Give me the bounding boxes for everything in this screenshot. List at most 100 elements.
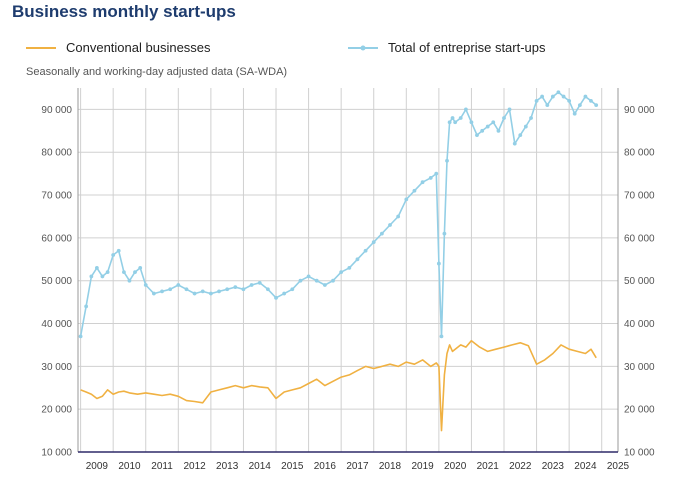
x-tick-label: 2025 bbox=[607, 461, 630, 472]
data-point-total bbox=[192, 291, 197, 296]
data-point-total bbox=[127, 278, 132, 283]
data-point-total bbox=[507, 107, 512, 112]
x-tick-label: 2014 bbox=[249, 461, 272, 472]
x-tick-label: 2017 bbox=[346, 461, 369, 472]
y-tick-label-left: 40 000 bbox=[41, 319, 72, 330]
legend-line-total-icon bbox=[348, 45, 378, 50]
data-point-total bbox=[577, 103, 582, 108]
data-point-total bbox=[314, 278, 319, 283]
y-tick-label-right: 90 000 bbox=[624, 105, 655, 116]
data-point-total bbox=[512, 141, 517, 146]
x-tick-label: 2009 bbox=[86, 461, 109, 472]
data-point-total bbox=[176, 283, 181, 287]
data-point-total bbox=[94, 265, 99, 270]
data-point-total bbox=[567, 98, 572, 103]
data-point-total bbox=[428, 176, 433, 180]
data-point-total bbox=[396, 214, 401, 219]
data-point-total bbox=[290, 287, 295, 292]
data-point-total bbox=[116, 248, 121, 253]
data-point-total bbox=[502, 116, 506, 120]
y-tick-label-right: 60 000 bbox=[624, 233, 655, 244]
data-point-total bbox=[282, 291, 287, 296]
x-tick-label: 2010 bbox=[118, 461, 141, 472]
legend-label-conventional: Conventional businesses bbox=[66, 40, 211, 55]
y-tick-label-left: 60 000 bbox=[41, 233, 72, 244]
data-point-total bbox=[442, 231, 447, 236]
series-line-total bbox=[79, 91, 597, 338]
x-tick-label: 2011 bbox=[151, 461, 173, 472]
data-point-total bbox=[447, 120, 452, 125]
data-point-total bbox=[122, 270, 126, 275]
y-tick-label-right: 10 000 bbox=[624, 448, 655, 459]
data-point-total bbox=[572, 111, 577, 116]
data-point-total bbox=[496, 128, 501, 133]
data-point-total bbox=[480, 128, 485, 133]
data-point-total bbox=[379, 231, 384, 236]
y-tick-label-left: 70 000 bbox=[41, 191, 72, 202]
y-tick-label-left: 30 000 bbox=[41, 362, 72, 373]
legend-item-conventional[interactable]: Conventional businesses bbox=[26, 40, 211, 55]
x-tick-label: 2012 bbox=[183, 461, 206, 472]
data-point-total bbox=[439, 334, 444, 339]
y-tick-label-left: 10 000 bbox=[41, 448, 72, 459]
legend-item-total[interactable]: Total of entreprise start-ups bbox=[348, 40, 546, 55]
data-point-total bbox=[339, 270, 344, 275]
y-tick-label-left: 20 000 bbox=[41, 405, 72, 416]
data-point-total bbox=[331, 278, 335, 283]
data-point-total bbox=[556, 90, 561, 95]
data-point-total bbox=[475, 133, 479, 138]
data-point-total bbox=[453, 120, 458, 125]
data-point-total bbox=[133, 270, 137, 275]
data-point-total bbox=[298, 278, 303, 283]
data-point-total bbox=[100, 274, 105, 279]
data-point-total bbox=[208, 291, 213, 296]
data-point-total bbox=[306, 274, 311, 279]
y-tick-label-left: 80 000 bbox=[41, 148, 72, 159]
data-point-total bbox=[105, 270, 110, 275]
x-tick-label: 2013 bbox=[216, 461, 239, 472]
data-point-total bbox=[84, 304, 89, 309]
data-point-total bbox=[491, 120, 496, 125]
data-point-total bbox=[550, 94, 555, 99]
x-tick-label: 2023 bbox=[542, 461, 565, 472]
data-point-total bbox=[434, 171, 439, 176]
x-tick-label: 2019 bbox=[411, 461, 434, 472]
x-tick-label: 2022 bbox=[509, 461, 532, 472]
data-point-total bbox=[523, 124, 528, 129]
data-point-total bbox=[241, 287, 246, 292]
data-point-total bbox=[469, 120, 474, 125]
x-tick-label: 2018 bbox=[379, 461, 402, 472]
data-point-total bbox=[249, 283, 254, 287]
data-point-total bbox=[529, 116, 533, 120]
data-point-total bbox=[217, 289, 221, 294]
data-point-total bbox=[274, 295, 278, 300]
data-point-total bbox=[265, 287, 270, 292]
legend-line-conventional-icon bbox=[26, 46, 56, 49]
data-point-total bbox=[143, 283, 148, 287]
x-tick-label: 2024 bbox=[574, 461, 597, 472]
data-point-total bbox=[257, 280, 262, 285]
data-point-total bbox=[404, 197, 409, 202]
x-tick-label: 2021 bbox=[477, 461, 500, 472]
page-title: Business monthly start-ups bbox=[12, 2, 236, 21]
chart-subtitle: Seasonally and working-day adjusted data… bbox=[26, 66, 288, 78]
data-point-total bbox=[89, 274, 94, 279]
x-tick-label: 2015 bbox=[281, 461, 304, 472]
y-tick-label-right: 30 000 bbox=[624, 362, 655, 373]
data-point-total bbox=[371, 240, 376, 245]
data-point-total bbox=[445, 158, 449, 163]
data-point-total bbox=[322, 283, 327, 287]
data-point-total bbox=[594, 103, 599, 108]
data-point-total bbox=[589, 98, 593, 103]
x-tick-label: 2016 bbox=[314, 461, 337, 472]
data-point-total bbox=[450, 116, 455, 120]
data-point-total bbox=[545, 103, 550, 108]
legend-label-total: Total of entreprise start-ups bbox=[388, 40, 546, 55]
data-point-total bbox=[518, 133, 523, 138]
data-point-total bbox=[355, 257, 360, 262]
data-point-total bbox=[78, 334, 83, 339]
data-point-total bbox=[225, 287, 230, 292]
series-line-conventional bbox=[80, 339, 597, 432]
data-point-total bbox=[347, 265, 352, 270]
